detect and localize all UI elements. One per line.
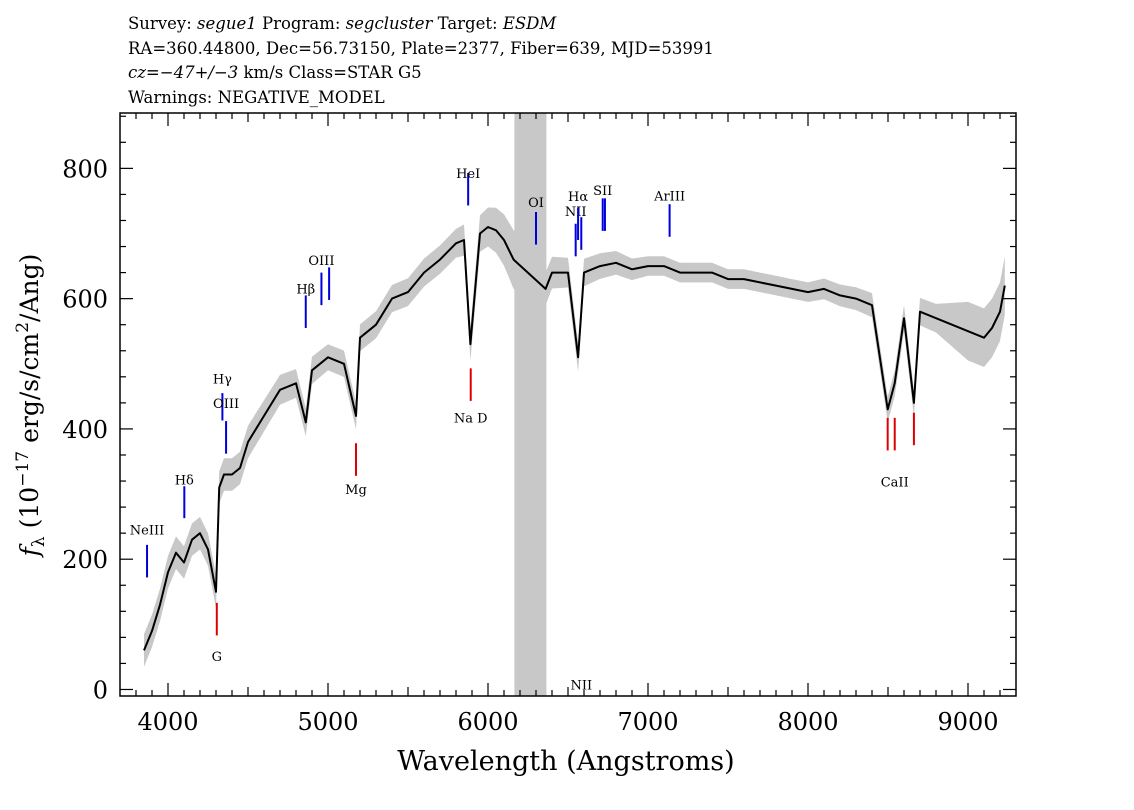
cz-unit: km/s — [243, 63, 284, 82]
target-value: ESDM — [502, 14, 557, 33]
line-label-15: G — [212, 650, 222, 665]
line-label-16: Mg — [345, 483, 367, 498]
header-line-survey: Survey: segue1 Program: segcluster Targe… — [128, 12, 714, 37]
line-label-12: SII — [593, 184, 612, 199]
header-line-warnings: Warnings: NEGATIVE_MODEL — [128, 87, 385, 107]
y-tick-label: 0 — [93, 676, 108, 704]
flux-series-line — [143, 226, 1006, 651]
program-label: Program: — [261, 14, 341, 33]
x-tick-label: 8000 — [777, 708, 838, 736]
y-label-f: f — [15, 543, 44, 558]
line-label-17: Na D — [454, 411, 488, 426]
header-line-coords: RA=360.44800, Dec=56.73150, Plate=2377, … — [128, 38, 714, 58]
y-label-units: erg/s/cm — [15, 332, 44, 442]
survey-value: segue1 — [197, 14, 257, 33]
line-label-1: Hδ — [175, 473, 194, 488]
x-tick-label: 6000 — [457, 708, 518, 736]
y-tick-label: 400 — [62, 416, 108, 444]
x-tick-label: 5000 — [297, 708, 358, 736]
line-label-7: HeI — [456, 167, 480, 182]
cz-value: −47+/−3 — [159, 63, 239, 82]
x-tick-label: 9000 — [937, 708, 998, 736]
x-tick-label: 4000 — [137, 708, 198, 736]
line-label-4: Hβ — [296, 282, 315, 297]
class-text: Class=STAR G5 — [288, 63, 422, 82]
cz-label: cz= — [128, 63, 160, 82]
line-label-10: Hα — [568, 190, 588, 205]
program-value: segcluster — [345, 14, 433, 33]
line-label-5: OIII — [308, 254, 334, 269]
y-axis-label: fλ (10−17 erg/s/cm2/Ang) — [13, 254, 49, 559]
line-label-0: NeIII — [130, 523, 164, 538]
y-label-end: /Ang) — [15, 254, 44, 322]
line-label-14: ArIII — [653, 189, 685, 204]
line-label-8: OI — [528, 196, 544, 211]
y-tick-label: 200 — [62, 546, 108, 574]
x-axis-label: Wavelength (Angstroms) — [397, 746, 734, 777]
masked-band — [514, 113, 547, 696]
y-label-scale: (10 — [15, 487, 44, 529]
target-label: Target: — [437, 14, 498, 33]
line-label-2: Hγ — [213, 372, 232, 387]
x-tick-label: 7000 — [617, 708, 678, 736]
line-label-18: CaII — [881, 475, 909, 490]
flux-error-band — [144, 207, 1005, 667]
y-label-exp: −17 — [13, 451, 33, 487]
y-label-exp2: 2 — [13, 322, 33, 333]
y-tick-label: 800 — [62, 155, 108, 183]
survey-label: Survey: — [128, 14, 192, 33]
header-line-redshift: cz=−47+/−3 km/s Class=STAR G5 — [128, 61, 714, 86]
line-label-3: OIII — [213, 397, 239, 412]
line-label-9: NII — [565, 205, 587, 220]
line-label-11: NII — [570, 678, 592, 693]
spectrum-header: Survey: segue1 Program: segcluster Targe… — [128, 12, 714, 110]
y-tick-label: 600 — [62, 286, 108, 314]
y-label-lambda: λ — [29, 536, 49, 547]
